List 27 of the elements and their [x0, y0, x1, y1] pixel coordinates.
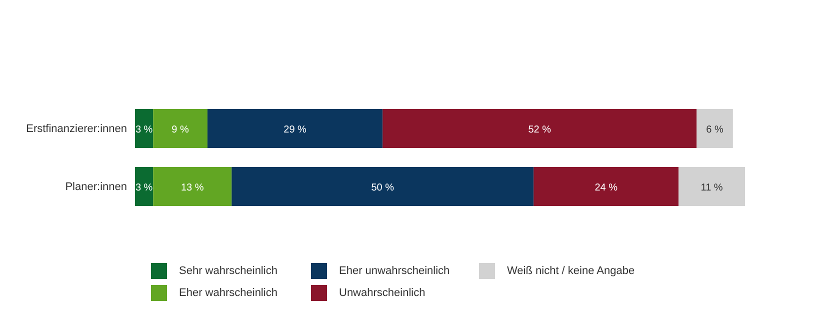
data-label: 13 % [180, 182, 204, 194]
bar [232, 167, 534, 206]
bar [207, 109, 383, 148]
legend-label: Weiß nicht / keine Angabe [507, 265, 635, 277]
bar [153, 109, 208, 148]
y-tick-label: Erstfinanzierer:innen [26, 122, 127, 135]
data-label: 50 % [371, 182, 394, 194]
data-label: 6 % [706, 124, 724, 136]
y-tick-label: Planer:innen [65, 180, 127, 193]
data-label: 24 % [594, 182, 618, 194]
bar [678, 167, 745, 206]
legend-label: Eher wahrscheinlich [179, 287, 278, 299]
data-label: 11 % [700, 182, 723, 194]
legend-label: Eher unwahrscheinlich [339, 265, 450, 277]
legend-label: Unwahrscheinlich [339, 287, 426, 299]
data-label: 9 % [172, 124, 190, 136]
legend-label: Sehr wahrscheinlich [179, 265, 278, 277]
bar [135, 109, 154, 148]
bar [135, 167, 154, 206]
bar [534, 167, 679, 206]
data-label: 3 % [135, 182, 153, 194]
bar [696, 109, 733, 148]
bar [382, 109, 697, 148]
data-label: 29 % [284, 124, 307, 136]
bar [153, 167, 232, 206]
data-label: 3 % [135, 124, 153, 136]
data-label: 52 % [528, 124, 552, 136]
